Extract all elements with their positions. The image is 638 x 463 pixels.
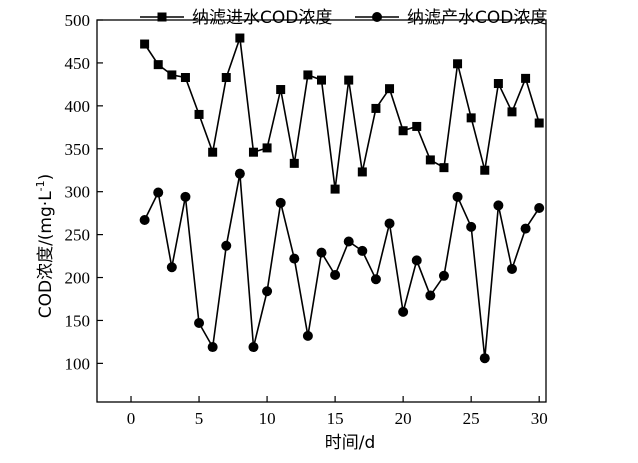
y-tick-label-300: 300 <box>65 183 91 202</box>
series-2-point-11 <box>275 197 286 208</box>
legend-label-2: 纳滤产水COD浓度 <box>407 8 547 28</box>
x-tick-label-15: 15 <box>327 409 344 428</box>
series-1-point-10 <box>262 143 272 153</box>
series-2-point-2 <box>153 187 164 198</box>
series-2-point-22 <box>425 290 436 301</box>
series-1-point-20 <box>398 126 408 136</box>
series-2-point-3 <box>166 262 177 273</box>
series-1-point-1 <box>140 39 150 49</box>
x-tick-label-20: 20 <box>395 409 412 428</box>
series-2-point-6 <box>207 342 218 353</box>
x-tick-label-25: 25 <box>463 409 480 428</box>
x-tick-label-30: 30 <box>531 409 548 428</box>
series-1-point-30 <box>534 118 544 128</box>
series-1-point-4 <box>180 73 190 83</box>
series-2-point-1 <box>139 215 150 226</box>
series-1-point-18 <box>371 103 381 113</box>
series-2-point-12 <box>289 253 300 264</box>
series-1-point-26 <box>480 165 490 175</box>
series-1-point-11 <box>276 85 286 95</box>
series-1-point-28 <box>507 107 517 117</box>
y-tick-label-350: 350 <box>65 140 91 159</box>
series-2-point-25 <box>466 221 477 232</box>
y-axis-title-main: COD浓度/(mg·L <box>36 191 56 318</box>
plot-frame <box>96 19 547 403</box>
y-tick-label-150: 150 <box>65 311 91 330</box>
y-tick-label-450: 450 <box>65 54 91 73</box>
series-1-point-24 <box>453 59 463 69</box>
series-1-point-12 <box>289 158 299 168</box>
x-tick-label-10: 10 <box>259 409 276 428</box>
axes <box>96 19 547 403</box>
series-1-point-21 <box>412 121 422 131</box>
series-1-point-19 <box>385 84 395 94</box>
series-2-point-8 <box>234 168 245 179</box>
series-layer <box>139 33 545 364</box>
series-2-point-21 <box>411 255 422 266</box>
series-1-point-5 <box>194 109 204 119</box>
series-2-point-15 <box>330 269 341 280</box>
y-tick-label-500: 500 <box>65 11 91 30</box>
series-2-point-14 <box>316 247 327 258</box>
series-2-line <box>143 173 540 359</box>
series-1-point-17 <box>357 167 367 177</box>
series-2-point-7 <box>221 240 232 251</box>
series-1-point-13 <box>303 70 313 80</box>
series-2-point-30 <box>534 202 545 213</box>
series-1-point-14 <box>317 75 326 85</box>
y-axis-title-sup: -1 <box>34 180 47 191</box>
legend-marker-2 <box>372 12 382 22</box>
series-2-point-4 <box>180 191 191 202</box>
x-axis-title: 时间/d <box>325 433 376 453</box>
series-2-point-13 <box>302 330 313 341</box>
series-2-point-16 <box>343 236 354 247</box>
legend: 纳滤进水COD浓度 纳滤产水COD浓度 <box>140 8 547 28</box>
series-2-point-19 <box>384 218 395 229</box>
series-1-point-27 <box>493 79 503 89</box>
series-2-point-20 <box>398 306 409 317</box>
series-1-point-15 <box>330 184 340 194</box>
series-1-point-9 <box>248 147 258 157</box>
series-1 <box>140 33 544 194</box>
series-2-point-27 <box>493 200 504 211</box>
series-2-point-17 <box>357 245 368 256</box>
series-1-point-6 <box>208 147 218 157</box>
y-tick-label-200: 200 <box>65 269 91 288</box>
series-1-point-2 <box>153 60 163 70</box>
y-tick-label-250: 250 <box>65 226 91 245</box>
series-1-point-16 <box>344 75 354 85</box>
series-1-point-23 <box>439 163 449 173</box>
legend-marker-1 <box>157 12 167 22</box>
series-2-point-26 <box>479 353 490 364</box>
y-tick-label-400: 400 <box>65 97 91 116</box>
series-2-point-5 <box>194 318 205 329</box>
series-1-point-3 <box>167 70 177 80</box>
x-tick-label-0: 0 <box>127 409 136 428</box>
series-1-line <box>143 37 540 190</box>
series-1-point-22 <box>425 155 435 165</box>
series-1-point-8 <box>235 33 245 43</box>
series-2-point-23 <box>438 270 449 281</box>
legend-label-1: 纳滤进水COD浓度 <box>192 8 332 28</box>
series-2-point-9 <box>248 342 259 353</box>
series-1-point-29 <box>521 73 531 83</box>
series-2-point-18 <box>370 274 381 285</box>
series-2-point-28 <box>506 263 517 274</box>
series-2-point-24 <box>452 191 463 202</box>
series-2 <box>139 168 545 364</box>
series-1-point-7 <box>221 73 231 83</box>
series-2-point-10 <box>262 286 273 297</box>
series-1-point-25 <box>466 113 476 123</box>
x-tick-label-5: 5 <box>195 409 204 428</box>
y-tick-label-100: 100 <box>65 354 91 373</box>
y-axis-title-close: ) <box>36 174 56 181</box>
ticks: 0 5 10 15 20 25 30 100 150 200 250 300 350 400 450 500 <box>65 11 548 428</box>
series-2-point-29 <box>520 223 531 234</box>
y-axis-title: COD浓度/(mg·L-1) <box>34 174 56 319</box>
